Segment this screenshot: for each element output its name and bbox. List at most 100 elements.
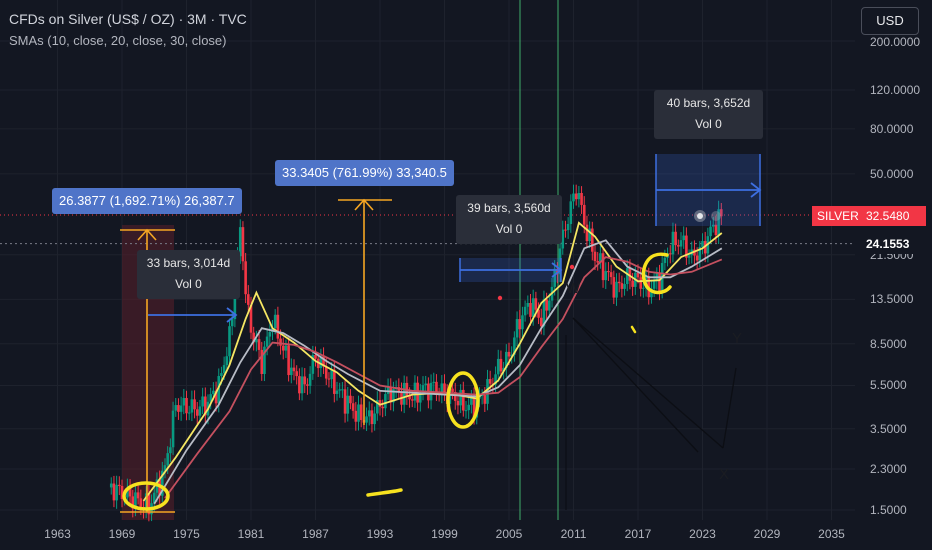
candle-body (273, 314, 277, 329)
candle-body (252, 332, 255, 343)
trend-line (572, 317, 724, 449)
candle-body (402, 382, 406, 405)
sma30-line (164, 256, 723, 499)
price-axis-tick: 13.5000 (870, 292, 914, 307)
candle-body (687, 255, 691, 258)
candle-body (620, 283, 624, 289)
candle-body (260, 349, 264, 374)
time-axis-tick: 1999 (431, 527, 458, 541)
date-range-box-1[interactable]: 33 bars, 3,014d Vol 0 (137, 250, 240, 299)
candle-body (408, 395, 411, 400)
candle-body (306, 384, 309, 386)
price-range-arrow-1-head (137, 228, 157, 241)
candle-body (534, 298, 538, 310)
candle-body (152, 492, 156, 504)
candle-body (222, 365, 226, 374)
marker-dash (366, 488, 403, 497)
candle-body (233, 289, 237, 320)
candle-body (346, 395, 350, 414)
price-range-label-1[interactable]: 26.3877 (1,692.71%) 26,387.7 (52, 188, 242, 214)
candle-body (128, 487, 132, 497)
candle-body (695, 255, 699, 261)
candle-body (701, 241, 704, 248)
candle-body (432, 381, 436, 383)
candle-body (126, 487, 129, 498)
candle-body (580, 192, 583, 205)
candle-body (496, 358, 500, 375)
last-price-tag: 32.5480 (861, 206, 926, 226)
candle-body (308, 373, 312, 386)
date-range-bars: 39 bars, 3,560d (467, 201, 551, 215)
candle-body (118, 484, 121, 486)
candle-body (330, 369, 333, 380)
time-axis-tick: 1987 (302, 527, 329, 541)
candle-body (451, 388, 454, 392)
candle-body (357, 404, 360, 422)
time-axis-tick: 1969 (108, 527, 136, 541)
candle-body (171, 410, 175, 448)
candle-body (596, 261, 599, 263)
candle-body (255, 339, 258, 343)
candle-body (539, 317, 543, 327)
currency-button[interactable]: USD (861, 7, 919, 35)
candle-body (526, 302, 530, 307)
candle-body (241, 227, 245, 262)
signal-dot (497, 295, 503, 301)
candle-body (177, 405, 180, 412)
candle-body (268, 332, 272, 337)
candle-body (607, 271, 610, 273)
time-axis-tick: 1963 (44, 527, 71, 541)
candle-body (513, 337, 516, 355)
candle-body (545, 299, 548, 311)
candle-body (523, 306, 527, 316)
candle-body (410, 399, 414, 401)
candle-body (174, 405, 178, 411)
candle-body (440, 383, 444, 395)
last-price-dot (697, 213, 703, 219)
price-range-label-2[interactable]: 33.3405 (761.99%) 33,340.5 (275, 160, 454, 186)
sma20-line (153, 239, 723, 505)
price-axis-tick: 3.5000 (870, 421, 907, 436)
candle-body (367, 410, 371, 417)
candle-body (163, 465, 167, 471)
candle-body (327, 378, 331, 380)
date-range-box-3[interactable]: 40 bars, 3,652d Vol 0 (654, 90, 763, 139)
candle-body (421, 385, 425, 393)
candle-body (381, 406, 384, 409)
candle-body (698, 247, 702, 261)
date-range-bars: 33 bars, 3,014d (146, 256, 231, 270)
symbol-title: CFDs on Silver (US$ / OZ) · 3M · TVC (9, 11, 247, 27)
candle-body (349, 395, 352, 404)
candle-body (166, 453, 169, 466)
signal-dot (569, 264, 575, 270)
candle-body (298, 376, 301, 394)
candle-body (290, 367, 293, 376)
price-axis-tick: 80.0000 (870, 121, 914, 136)
candle-body (147, 493, 151, 515)
candle-body (709, 226, 712, 237)
candle-body (322, 356, 325, 367)
candle-body (144, 493, 148, 510)
candle-body (631, 280, 634, 287)
price-axis-tick: 2.3000 (870, 462, 907, 477)
time-axis-tick: 2011 (560, 527, 587, 541)
candle-body (679, 240, 683, 247)
candle-body (212, 390, 215, 395)
price-axis-tick: 1.5000 (870, 503, 907, 517)
candle-body (561, 229, 565, 249)
indicator-legend[interactable]: SMAs (10, close, 20, close, 30, close) (9, 33, 227, 48)
candle-body (134, 492, 137, 509)
candle-body (652, 280, 656, 289)
candle-body (488, 379, 492, 384)
date-range-3-arrow-head (750, 182, 762, 198)
candle-body (658, 273, 661, 292)
candle-body (467, 404, 470, 411)
date-range-box-2[interactable]: 39 bars, 3,560d Vol 0 (456, 195, 562, 244)
candle-body (244, 261, 247, 295)
candle-body (303, 376, 307, 385)
date-range-vol: Vol 0 (175, 277, 202, 291)
candle-body (604, 271, 608, 281)
candle-body (204, 396, 207, 416)
sma-price-tag: 24.1553 (861, 234, 926, 254)
candle-body (609, 272, 613, 278)
